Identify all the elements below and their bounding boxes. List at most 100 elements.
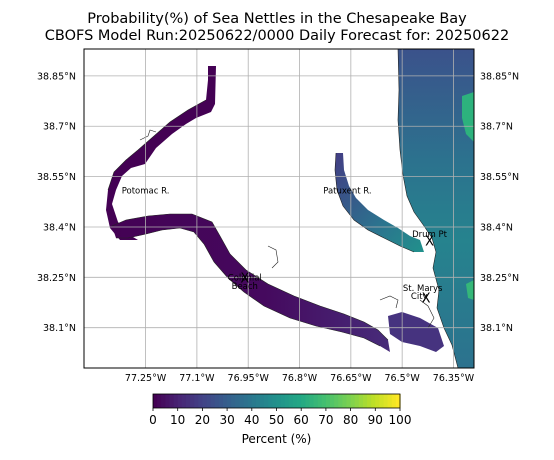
colorbar-segment	[325, 394, 331, 408]
colorbar-segment	[391, 394, 397, 408]
colorbar-tick-label: 90	[368, 413, 383, 427]
place-label: Drum Pt	[412, 230, 448, 240]
colorbar-segment	[181, 394, 187, 408]
colorbar-segment	[239, 394, 245, 408]
colorbar-tick-label: 60	[294, 413, 309, 427]
bay-east-inlet	[462, 92, 474, 142]
colorbar-segment	[342, 394, 348, 408]
y-tick-label-right: 38.7°N	[480, 122, 513, 133]
colorbar-segment	[260, 394, 265, 408]
x-tick-label: 76.65°W	[330, 373, 372, 384]
place-markers: X X X	[240, 234, 434, 306]
colorbar-segment	[367, 394, 372, 408]
place-label: City	[411, 292, 428, 302]
colorbar-segment	[321, 394, 327, 408]
y-tick-label-right: 38.55°N	[480, 172, 519, 183]
colorbar-segment	[387, 394, 393, 408]
x-tick-label: 77.1°W	[179, 373, 215, 384]
colorbar-segment	[177, 394, 183, 408]
chart-title: Probability(%) of Sea Nettles in the Che…	[87, 11, 467, 27]
colorbar-tick-label: 0	[149, 413, 157, 427]
colorbar-segment	[334, 394, 339, 408]
potomac-lower	[112, 214, 390, 352]
place-marker: X	[240, 271, 249, 286]
colorbar-segment	[218, 394, 224, 408]
colorbar-segment	[272, 394, 278, 408]
colorbar-segment	[202, 394, 208, 408]
colorbar-segment	[231, 394, 236, 408]
colorbar-segment	[292, 394, 298, 408]
colorbar-segment	[161, 394, 166, 408]
colorbar-segment	[214, 394, 220, 408]
colorbar-segment	[251, 394, 257, 408]
place-label: Beach	[232, 282, 258, 292]
colorbar: 0 10 20 30 40 50 60 70 80 90 100 Percent (%)	[149, 393, 412, 446]
colorbar-segment	[247, 394, 253, 408]
y-tick-label-right: 38.4°N	[480, 222, 513, 233]
x-tick-label: 76.95°W	[228, 373, 270, 384]
grid	[84, 49, 474, 368]
colorbar-segment	[280, 394, 286, 408]
colorbar-tick-label: 100	[389, 413, 412, 427]
colorbar-tick-label: 70	[318, 413, 333, 427]
colorbar-segment	[383, 394, 389, 408]
colorbar-segment	[309, 394, 315, 408]
colorbar-segment	[198, 394, 203, 408]
colorbar-tick-label: 20	[195, 413, 210, 427]
colorbar-segment	[157, 394, 162, 408]
axis-ticks: 77.25°W 77.1°W 76.95°W 76.8°W 76.65°W 76.5°W 7…	[37, 71, 519, 384]
x-tick-label: 76.35°W	[433, 373, 475, 384]
place-label: Colonial	[228, 274, 262, 284]
colorbar-tick-label: 80	[343, 413, 358, 427]
colorbar-segment	[395, 394, 401, 408]
colorbar-segment	[284, 394, 290, 408]
colorbar-segment	[371, 394, 376, 408]
map-layer	[106, 49, 474, 368]
colorbar-segment	[264, 394, 269, 408]
colorbar-segment	[194, 394, 199, 408]
place-label: Potomac R.	[122, 186, 170, 196]
colorbar-segment	[379, 394, 385, 408]
chart-subtitle: CBOFS Model Run:20250622/0000 Daily Fore…	[44, 28, 510, 44]
colorbar-segment	[255, 394, 261, 408]
plot-frame	[83, 48, 475, 369]
colorbar-tick-label: 40	[244, 413, 259, 427]
colorbar-segment	[297, 394, 302, 408]
colorbar-segment	[235, 394, 241, 408]
colorbar-segment	[153, 394, 158, 408]
colorbar-segment	[206, 394, 212, 408]
colorbar-segment	[173, 394, 179, 408]
y-tick-label-left: 38.55°N	[37, 172, 76, 183]
place-label: St. Marys	[403, 284, 443, 294]
potomac-upper	[106, 66, 216, 240]
colorbar-segment	[350, 394, 356, 408]
colorbar-segment	[210, 394, 216, 408]
colorbar-segment	[243, 394, 249, 408]
y-tick-label-right: 38.25°N	[480, 273, 519, 284]
y-tick-label-left: 38.4°N	[43, 222, 76, 233]
place-marker: X	[425, 234, 434, 249]
colorbar-segment	[338, 394, 343, 408]
x-tick-label: 76.5°W	[385, 373, 421, 384]
colorbar-segment	[313, 394, 319, 408]
colorbar-label: Percent (%)	[242, 432, 312, 446]
y-tick-label-left: 38.7°N	[43, 122, 76, 133]
colorbar-segment	[288, 394, 294, 408]
colorbar-tick-label: 50	[269, 413, 284, 427]
place-labels: Potomac R. Patuxent R. Drum Pt ColonialBeac…	[122, 186, 448, 302]
x-tick-label: 76.8°W	[282, 373, 318, 384]
y-tick-label-left: 38.25°N	[37, 273, 76, 284]
colorbar-tick-label: 10	[170, 413, 185, 427]
colorbar-segment	[358, 394, 364, 408]
colorbar-segment	[330, 394, 335, 408]
y-tick-label-right: 38.1°N	[480, 323, 513, 334]
colorbar-segment	[190, 394, 195, 408]
colorbar-segment	[375, 394, 381, 408]
colorbar-segment	[268, 394, 273, 408]
colorbar-segment	[222, 394, 228, 408]
colorbar-segment	[346, 394, 352, 408]
potomac-mouth	[388, 312, 444, 352]
colorbar-segment	[354, 394, 360, 408]
